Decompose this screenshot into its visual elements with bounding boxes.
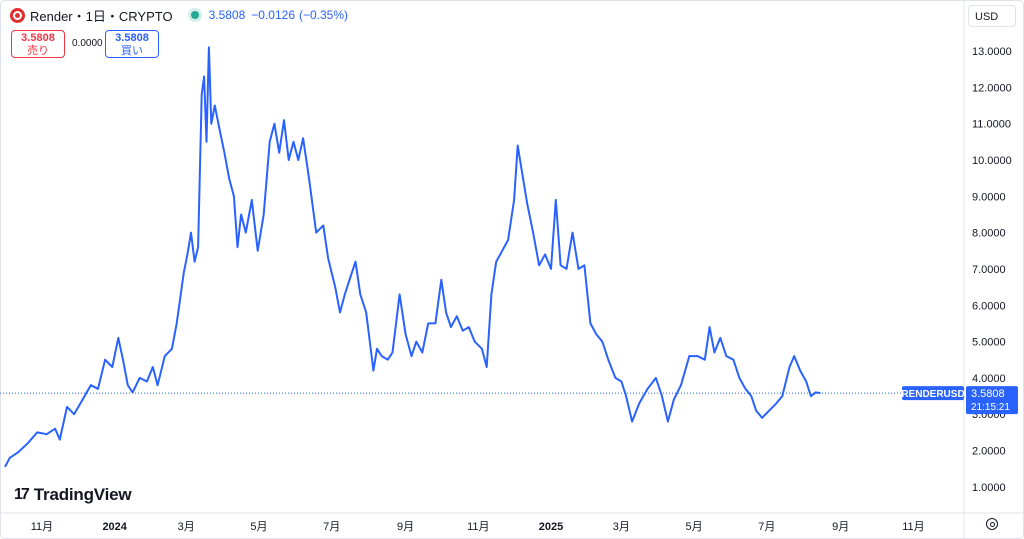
y-tick-label: 12.0000 [972,82,1012,94]
x-tick-label: 3月 [613,521,630,533]
y-tick-label: 9.0000 [972,191,1006,203]
header-change-percent: (−0.35%) [299,8,349,22]
y-tick-label: 6.0000 [972,300,1006,312]
x-tick-label: 5月 [250,521,267,533]
time-axis[interactable]: 11月 2024 3月 5月 7月 9月 11月 2025 3月 5月 7月 9月 11月 [31,521,925,533]
x-tick-label: 9月 [832,521,849,533]
y-tick-label: 8.0000 [972,228,1006,240]
symbol-title[interactable]: Render・1日・CRYPTO [30,8,173,24]
y-tick-label: 10.0000 [972,155,1012,167]
ticker-label-bg [902,386,964,401]
tradingview-mark-icon: 17 [14,486,30,503]
x-tick-label: 7月 [758,521,775,533]
x-tick-label: 9月 [397,521,414,533]
sell-button[interactable]: 3.5808 売り [11,30,65,58]
x-tick-label: 11月 [467,521,489,533]
x-tick-label: 2024 [102,521,127,533]
x-tick-label: 11月 [902,521,924,533]
countdown-label: 21:15:21 [971,402,1010,413]
y-tick-label: 11.0000 [972,119,1011,131]
render-logo-icon [10,7,25,23]
price-axis[interactable]: 1.00002.00003.00004.00005.00006.00007.00… [972,46,1012,494]
price-label-bg [966,386,1018,415]
x-tick-label: 7月 [323,521,340,533]
symbol-header: Render・1日・CRYPTO 3.5808 −0.0126 (−0.35%) [10,5,352,25]
y-tick-label: 4.0000 [972,373,1006,385]
ticker-label: RENDERUSD [901,389,964,400]
last-price-label-group: RENDERUSD 3.5808 21:15:21 [901,386,1018,415]
y-tick-label: 5.0000 [972,337,1006,349]
header-change: −0.0126 [251,8,295,22]
currency-selector[interactable]: USD [968,5,1016,27]
buy-label: 買い [121,45,143,57]
y-tick-label: 2.0000 [972,446,1006,458]
market-status-icon [190,11,199,19]
sell-label: 売り [27,45,49,57]
y-tick-label: 7.0000 [972,264,1006,276]
price-series-line [4,46,821,468]
buy-price: 3.5808 [115,32,149,44]
x-tick-label: 5月 [686,521,703,533]
sell-price: 3.5808 [21,32,55,44]
buy-button[interactable]: 3.5808 買い [105,30,159,58]
x-tick-label: 2025 [539,521,563,533]
header-price: 3.5808 [208,8,246,22]
last-price-label: 3.5808 [971,388,1005,400]
spread-value: 0.0000 [72,38,103,49]
y-tick-label: 1.0000 [972,482,1006,494]
tradingview-logo[interactable]: 17 TradingView [14,485,132,505]
x-tick-label: 11月 [31,521,53,533]
y-tick-label: 13.0000 [972,46,1012,58]
settings-icon[interactable] [986,518,998,530]
brand-name: TradingView [33,485,132,504]
x-tick-label: 3月 [178,521,195,533]
